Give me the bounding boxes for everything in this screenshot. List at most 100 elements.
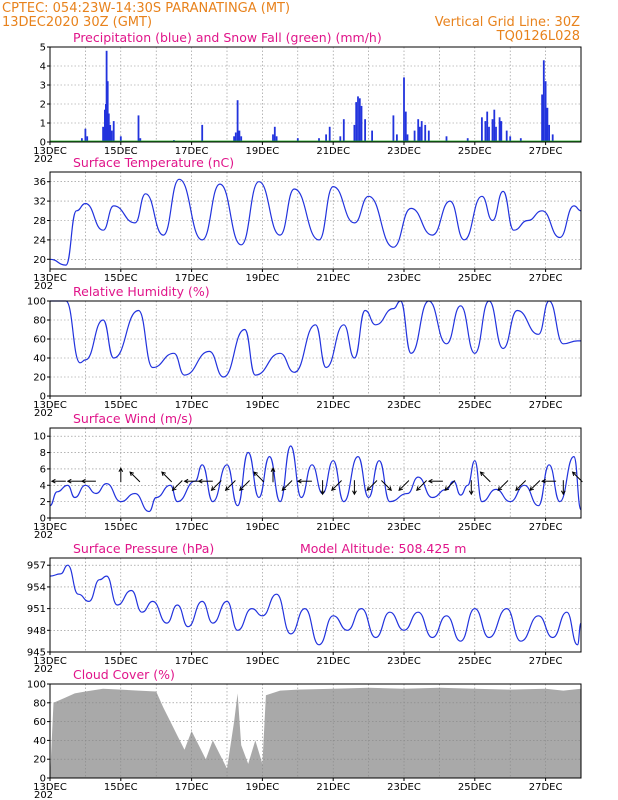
precip-bar (406, 134, 409, 142)
x-tick-label: 13DEC (33, 273, 67, 284)
x-tick-label: 27DEC (529, 656, 563, 667)
wind-arrow (515, 480, 527, 492)
precip-bar (493, 109, 496, 142)
precip-bar (86, 136, 89, 142)
wind-arrow (197, 478, 213, 484)
precip-bar (360, 105, 363, 142)
precip-bar (505, 130, 508, 142)
wind-arrow (416, 480, 427, 492)
precip-bar (427, 130, 430, 142)
x-tick-label: 21DEC (316, 400, 350, 411)
precip-bar (325, 134, 327, 142)
precip-bar (424, 124, 427, 142)
wind-arrow (183, 478, 199, 484)
series-line (49, 445, 582, 513)
precip-bar (238, 130, 241, 142)
precip-bar (548, 124, 550, 142)
x-tick-label: 21DEC (316, 522, 350, 533)
panel-frame (49, 300, 582, 397)
precip-bar (112, 121, 115, 142)
wind-arrow (381, 480, 392, 492)
x-year-label: 202 (34, 408, 53, 419)
precip-bar (353, 124, 356, 142)
wind-arrow (497, 480, 509, 492)
y-tick-label: 1 (40, 119, 46, 130)
x-tick-label: 23DEC (387, 782, 421, 793)
x-tick-label: 17DEC (175, 400, 209, 411)
precip-bar (234, 132, 237, 142)
y-tick-label: 0 (40, 514, 46, 525)
panel-annotation: Model Altitude: 508.425 m (300, 541, 466, 556)
y-tick-label: 32 (33, 197, 46, 208)
y-tick-label: 0 (40, 392, 46, 403)
panel-frame (49, 46, 582, 143)
x-tick-label: 23DEC (387, 400, 421, 411)
header-run-date: 13DEC2020 30Z (GMT) (2, 15, 152, 30)
precip-bar (109, 124, 112, 142)
series-line (49, 178, 582, 266)
precip-bar (328, 126, 331, 142)
x-tick-label: 13DEC (33, 146, 67, 157)
wind-arrow (529, 480, 541, 492)
precip-bar (102, 126, 104, 142)
wind-arrow (560, 480, 566, 496)
y-tick-label: 4 (40, 481, 46, 492)
wind-arrow (281, 480, 293, 492)
y-tick-label: 40 (33, 354, 46, 365)
precip-bar (107, 113, 110, 142)
wind-arrow (66, 478, 82, 484)
y-tick-label: 954 (27, 582, 46, 593)
precip-bar (364, 119, 366, 142)
wind-arrow (331, 480, 342, 492)
x-tick-label: 25DEC (458, 656, 492, 667)
x-tick-label: 19DEC (246, 782, 280, 793)
x-tick-label: 23DEC (387, 146, 421, 157)
y-tick-label: 100 (27, 297, 46, 308)
y-tick-label: 24 (33, 235, 46, 246)
x-tick-label: 27DEC (529, 522, 563, 533)
precip-bar (481, 117, 483, 142)
x-tick-label: 13DEC (33, 522, 67, 533)
wind-arrow (479, 471, 491, 483)
precip-bar (403, 77, 405, 142)
precip-bar (392, 115, 395, 142)
x-tick-label: 25DEC (458, 522, 492, 533)
x-tick-label: 25DEC (458, 273, 492, 284)
precip-bar (357, 96, 359, 142)
y-tick-label: 951 (27, 604, 46, 615)
panel-frame (49, 557, 582, 653)
precip-bar (106, 81, 109, 142)
x-tick-label: 23DEC (387, 656, 421, 667)
x-tick-label: 19DEC (246, 522, 280, 533)
panel-5: Surface Pressure (hPa) Model Altitude: 50… (27, 541, 582, 675)
y-tick-label: 28 (33, 216, 46, 227)
precip-bar (318, 138, 320, 142)
precip-bar (420, 121, 423, 142)
y-tick-label: 2 (40, 497, 46, 508)
precip-bar (111, 130, 113, 142)
x-tick-label: 19DEC (246, 273, 280, 284)
x-tick-label: 17DEC (175, 273, 209, 284)
y-tick-label: 20 (33, 255, 46, 266)
y-tick-label: 80 (33, 316, 46, 327)
precip-bar (419, 126, 421, 142)
precip-bar (240, 136, 243, 142)
precip-bar (342, 119, 345, 142)
x-tick-label: 21DEC (316, 273, 350, 284)
panel-4: Surface Wind (m/s) 0 2 4 6 8 10 13DEC 15DEC 17DEC… (33, 411, 583, 541)
precip-bar (500, 121, 503, 142)
precip-bar (272, 134, 274, 142)
wind-arrow (270, 467, 276, 483)
panel-title: Precipitation (blue) and Snow Fall (gree… (73, 30, 382, 45)
precip-bar (358, 98, 361, 142)
x-tick-label: 27DEC (529, 146, 563, 157)
panel-title: Cloud Cover (%) (73, 667, 175, 682)
panel-title: Relative Humidity (%) (73, 284, 210, 299)
precip-bar (355, 102, 358, 142)
x-tick-label: 15DEC (104, 146, 138, 157)
series-line (49, 300, 581, 378)
y-tick-label: 5 (40, 43, 46, 54)
y-tick-label: 8 (40, 448, 46, 459)
wind-arrow (398, 480, 410, 492)
precip-bar (139, 138, 142, 142)
